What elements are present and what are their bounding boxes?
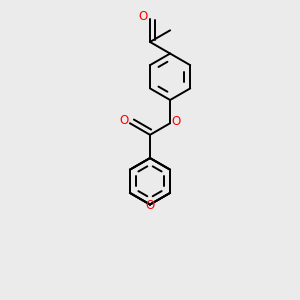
Text: O: O [171, 115, 181, 128]
Text: O: O [138, 10, 148, 22]
Text: O: O [146, 199, 154, 212]
Text: O: O [119, 114, 129, 127]
